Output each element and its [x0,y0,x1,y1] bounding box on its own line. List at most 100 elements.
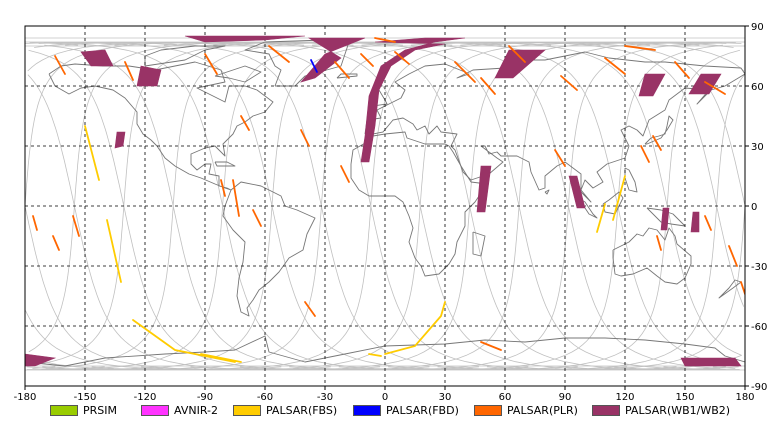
track-palsar-plr- [220,179,226,197]
swath-layer [25,35,745,367]
track-palsar-plr- [674,61,690,79]
x-tick-label: -180 [14,392,37,403]
coastline [644,115,674,145]
coastline [336,73,358,79]
track-palsar-fbs- [612,175,626,221]
orbit-track [41,42,736,370]
legend-label: PALSAR(FBD) [386,403,459,417]
track-palsar-plr- [480,341,502,351]
track-palsar-plr- [52,235,60,251]
legend-item-prsim: PRSIM [50,403,117,417]
legend-swatch [141,404,169,416]
x-tick-label: 150 [675,392,694,403]
swath-palsar-wb1-wb2- [136,65,162,87]
coastline [602,191,624,215]
track-palsar-plr- [480,77,496,95]
y-tick-label: 30 [751,142,764,153]
coastline [718,279,742,299]
coastline [48,61,274,191]
track-palsar-plr- [624,45,656,51]
x-tick-label: -120 [134,392,157,403]
track-palsar-plr- [232,179,240,217]
track-palsar-fbs- [384,301,446,355]
legend-item-palsar-plr: PALSAR(PLR) [474,403,578,417]
legend-label: PALSAR(WB1/WB2) [625,403,731,417]
coastline [144,45,226,67]
track-palsar-plr- [204,53,218,75]
swath-palsar-wb1-wb2- [114,131,126,149]
orbit-track [30,42,742,370]
x-tick-label: 180 [735,392,754,403]
coastline [214,161,236,167]
track-palsar-plr- [454,61,476,83]
swath-palsar-wb1-wb2- [184,35,306,43]
legend-item-palsar-fbd: PALSAR(FBD) [353,403,459,417]
coastline [350,131,488,277]
orbit-track [25,42,745,370]
track-palsar-plr- [508,45,526,63]
y-tick-label: -30 [751,262,767,273]
legend-item-avnir2: AVNIR-2 [141,403,218,417]
track-palsar-plr- [240,115,250,131]
coastline [214,65,262,83]
track-palsar-plr- [740,281,745,295]
orbit-track [32,42,726,370]
legend-swatch [353,404,381,416]
x-tick-label: 0 [382,392,388,403]
track-palsar-plr- [656,235,662,251]
track-palsar-plr- [334,61,350,79]
track-palsar-plr- [32,215,38,231]
track-palsar-plr- [704,215,712,231]
swath-palsar-wb1-wb2- [494,49,546,79]
orbit-track [26,42,729,370]
coastline [612,227,692,285]
x-tick-label: 60 [499,392,512,403]
legend-label: PALSAR(PLR) [507,403,578,417]
swath-palsar-wb1-wb2- [25,353,57,367]
x-tick-label: 30 [439,392,452,403]
x-axis-ticks: -180 -150 -120 -90 -60 -30 0 30 60 90 120 150 180 [14,386,755,403]
y-tick-label: 0 [751,202,757,213]
y-axis-ticks: 90 60 30 0 -30 -60 -90 [745,22,767,393]
track-palsar-plr- [304,301,316,317]
track-palsar-plr- [374,37,396,43]
track-palsar-plr- [72,215,80,237]
legend-label: PALSAR(FBS) [266,403,338,417]
legend-item-palsar-wb: PALSAR(WB1/WB2) [592,403,730,417]
y-tick-label: -60 [751,322,767,333]
x-tick-label: -150 [74,392,97,403]
x-tick-label: -30 [317,392,333,403]
swath-palsar-wb1-wb2- [476,165,492,213]
legend-swatch [474,404,502,416]
orbit-track [28,42,734,370]
track-palsar-fbs- [200,353,242,363]
track-palsar-fbs- [84,125,100,181]
legend: PRSIM AVNIR-2 PALSAR(FBS) PALSAR(FBD) PA… [0,400,770,422]
x-tick-label: 90 [559,392,572,403]
swath-palsar-wb1-wb2- [690,211,700,233]
track-palsar-fbs- [106,219,122,283]
orbit-track [27,42,745,370]
swath-palsar-wb1-wb2- [660,207,670,231]
track-palsar-plr- [728,245,738,267]
x-tick-label: 120 [615,392,634,403]
swath-palsar-wb1-wb2- [568,175,586,209]
track-palsar-plr- [54,55,66,75]
orbit-track [141,42,601,370]
track-palsar-plr- [704,81,726,95]
track-palsar-plr- [300,129,310,147]
y-tick-label: 60 [751,82,764,93]
legend-swatch [233,404,261,416]
legend-swatch [50,404,78,416]
orbit-tracks [25,37,745,370]
swath-palsar-wb1-wb2- [80,49,114,67]
track-palsar-plr- [268,45,290,63]
track-palsar-plr- [340,165,350,183]
coastline [364,51,745,203]
track-palsar-plr- [252,209,262,227]
x-tick-label: -90 [197,392,213,403]
track-palsar-plr- [652,135,662,151]
legend-label: AVNIR-2 [174,403,218,417]
legend-label: PRSIM [83,403,117,417]
